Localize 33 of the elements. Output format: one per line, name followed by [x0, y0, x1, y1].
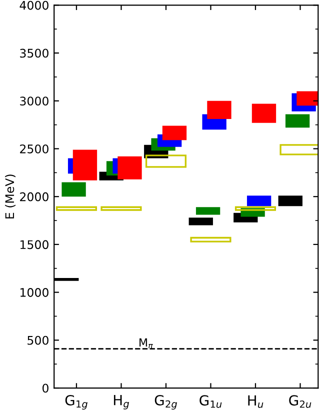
bar [162, 126, 187, 140]
y-tick-label: 2500 [20, 144, 48, 154]
ref-line-label: M$_{π}$ [140, 338, 153, 348]
bar [118, 156, 142, 180]
y-tick-label: 3000 [20, 96, 48, 106]
bar [190, 236, 232, 242]
y-tick-label: 1000 [20, 288, 48, 297]
x-tick-label: G$_{2g}$ [154, 394, 177, 410]
y-tick-label: 2000 [20, 192, 48, 202]
x-tick-label: H$_{u}$ [248, 395, 264, 408]
bar [278, 196, 302, 206]
bar [196, 207, 220, 215]
bar [246, 196, 272, 206]
bar [234, 206, 276, 211]
y-tick-label: 0 [42, 384, 48, 393]
x-tick-label: G$_{1u}$ [200, 395, 222, 408]
bar [72, 150, 98, 180]
bar [56, 206, 97, 211]
x-tick-label: G$_{1g}$ [65, 394, 88, 410]
bar [145, 154, 187, 168]
y-tick-label: 500 [28, 336, 48, 345]
x-tick-label: H$_{g}$ [114, 394, 129, 410]
bar [188, 218, 213, 226]
y-tick-label: 1500 [20, 240, 48, 250]
bar [62, 182, 86, 197]
x-tick-label: G$_{2u}$ [289, 395, 312, 408]
bar [285, 114, 310, 128]
y-tick-label: 4000 [20, 0, 48, 10]
y-axis-title: E (MeV) [5, 174, 16, 218]
bar [207, 100, 232, 120]
bar [100, 206, 142, 211]
bar [252, 104, 276, 123]
y-tick-label: 3500 [20, 48, 48, 58]
